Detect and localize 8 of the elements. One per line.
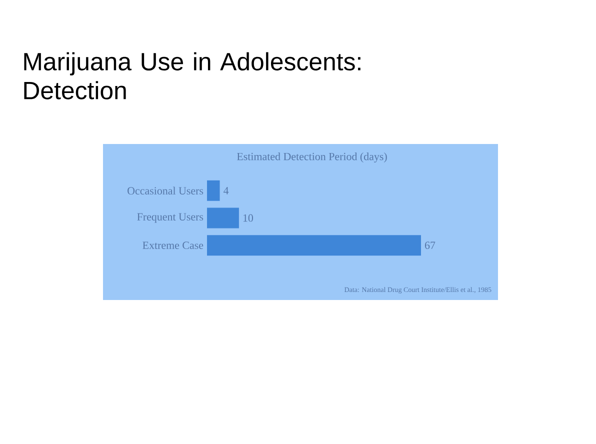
data-label: 10	[243, 214, 254, 222]
y-tick-label: Occasional Users	[128, 186, 204, 195]
data-label: 4	[224, 187, 229, 194]
y-tick-label: Frequent Users	[137, 213, 204, 223]
chart-subtitle: Estimated Detection Period (days)	[236, 152, 387, 162]
data-label: 67	[424, 242, 436, 249]
y-tick-label: Extreme Case	[142, 242, 204, 249]
chart-title: Marijuana Use in Adolescents: Detection	[24, 52, 360, 100]
